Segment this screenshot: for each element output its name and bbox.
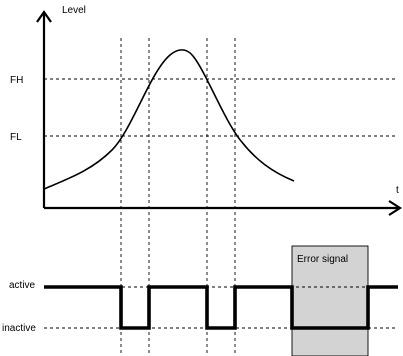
inactive-label: inactive	[2, 323, 36, 334]
output-signal	[44, 285, 398, 330]
y-axis-arrow	[36, 10, 52, 23]
threshold-low-label: FL	[10, 132, 22, 143]
top-chart-axes	[36, 10, 403, 216]
x-axis-label: t	[396, 185, 399, 196]
x-axis-arrow	[388, 200, 403, 216]
error-signal-label: Error signal	[297, 254, 348, 265]
active-label: active	[9, 280, 36, 291]
level-curve	[43, 49, 295, 190]
y-axis-label: Level	[62, 5, 86, 16]
time-markers	[120, 38, 236, 356]
threshold-high-label: FH	[10, 75, 23, 86]
error-signal-region	[291, 245, 369, 356]
